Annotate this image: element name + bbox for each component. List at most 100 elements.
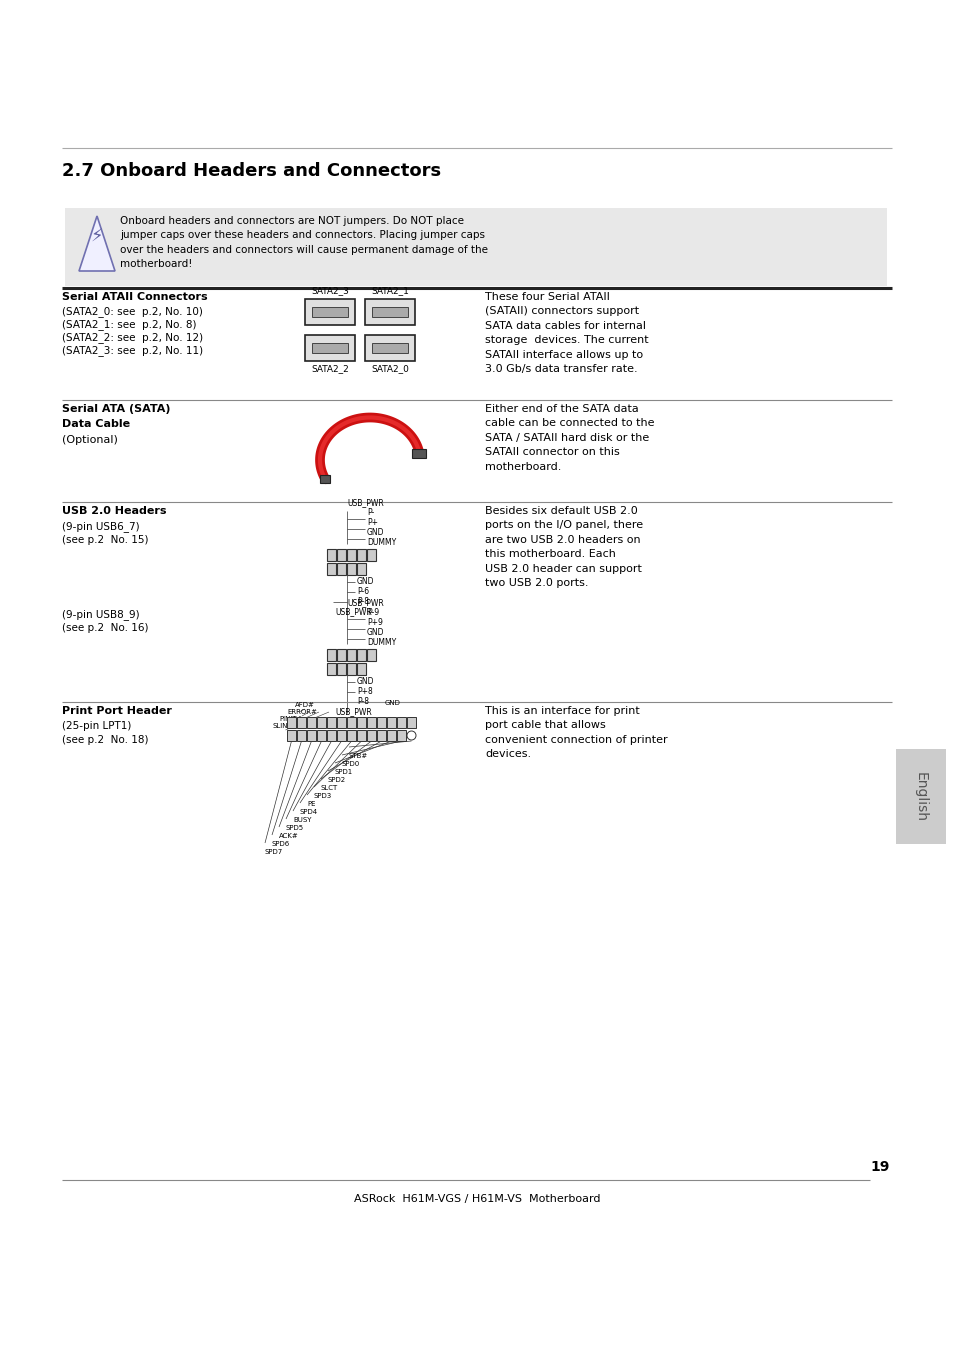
Bar (296, 730, 306, 741)
Text: P+8: P+8 (356, 687, 373, 697)
Bar (367, 730, 375, 741)
Text: USB_PWR: USB_PWR (347, 598, 383, 608)
Bar (347, 663, 355, 675)
Text: GND: GND (356, 676, 375, 686)
Bar (412, 450, 426, 459)
Text: USB_PWR: USB_PWR (335, 608, 372, 616)
Text: (Optional): (Optional) (62, 435, 118, 446)
Text: ACK#: ACK# (278, 833, 298, 838)
Text: GND: GND (385, 701, 400, 706)
Text: English: English (913, 771, 927, 822)
Bar (327, 549, 335, 562)
Bar (356, 563, 366, 575)
Text: (see p.2  No. 15): (see p.2 No. 15) (62, 535, 149, 545)
Bar (320, 475, 330, 483)
Bar (356, 649, 366, 662)
Text: Either end of the SATA data
cable can be connected to the
SATA / SATAII hard dis: Either end of the SATA data cable can be… (484, 404, 654, 471)
Text: GND: GND (367, 528, 384, 537)
Bar (307, 717, 315, 728)
Text: SATA2_2: SATA2_2 (311, 364, 349, 373)
Text: DUMMY: DUMMY (367, 539, 395, 547)
Bar (327, 730, 335, 741)
Bar (336, 563, 346, 575)
Bar (336, 663, 346, 675)
Text: SATA2_0: SATA2_0 (371, 364, 409, 373)
Bar (372, 306, 408, 317)
Bar (367, 549, 375, 562)
Text: Onboard headers and connectors are NOT jumpers. Do NOT place
jumper caps over th: Onboard headers and connectors are NOT j… (120, 216, 488, 269)
Text: This is an interface for print
port cable that allows
convenient connection of p: This is an interface for print port cabl… (484, 706, 667, 759)
Bar (367, 649, 375, 662)
Bar (312, 306, 348, 317)
Text: DUMMY: DUMMY (367, 639, 395, 647)
Text: ASRock  H61M-VGS / H61M-VS  Motherboard: ASRock H61M-VGS / H61M-VS Motherboard (354, 1193, 599, 1204)
Text: ⚡: ⚡ (91, 228, 103, 246)
Bar (296, 717, 306, 728)
Bar (387, 717, 395, 728)
Text: P-9: P-9 (367, 608, 378, 617)
Text: (see p.2  No. 18): (see p.2 No. 18) (62, 734, 149, 745)
Bar (387, 730, 395, 741)
Bar (396, 717, 406, 728)
Text: P-8: P-8 (356, 597, 369, 606)
Bar (347, 730, 355, 741)
Bar (305, 298, 355, 325)
Text: P-6: P-6 (356, 587, 369, 595)
Bar (327, 649, 335, 662)
Bar (365, 298, 415, 325)
Text: SPD6: SPD6 (272, 841, 290, 846)
Bar (356, 663, 366, 675)
Text: P+9: P+9 (367, 618, 382, 626)
Text: (25-pin LPT1): (25-pin LPT1) (62, 721, 132, 730)
Text: Serial ATA (SATA): Serial ATA (SATA) (62, 404, 171, 414)
Bar (376, 717, 386, 728)
Text: PINIT#: PINIT# (278, 716, 302, 722)
Text: SPD3: SPD3 (314, 792, 332, 799)
Circle shape (407, 730, 416, 740)
Bar (376, 730, 386, 741)
Bar (336, 717, 346, 728)
Bar (287, 730, 295, 741)
Text: 19: 19 (870, 1160, 889, 1174)
Text: (SATA2_2: see  p.2, No. 12): (SATA2_2: see p.2, No. 12) (62, 332, 203, 343)
Text: (9-pin USB8_9): (9-pin USB8_9) (62, 609, 139, 620)
Bar (347, 649, 355, 662)
Text: SATA2_3: SATA2_3 (311, 286, 349, 296)
Text: USB_PWR: USB_PWR (347, 498, 383, 508)
Bar (65, 208, 886, 286)
Bar (312, 343, 348, 354)
Bar (316, 730, 326, 741)
Text: SATA2_1: SATA2_1 (371, 286, 409, 296)
Text: SPD4: SPD4 (299, 809, 317, 815)
Text: P-: P- (367, 508, 374, 517)
Bar (327, 717, 335, 728)
Text: SPD2: SPD2 (328, 778, 346, 783)
Bar (327, 663, 335, 675)
Text: SPD1: SPD1 (335, 769, 353, 775)
Bar (305, 335, 355, 360)
Text: P-8: P-8 (356, 697, 369, 706)
Text: Data Cable: Data Cable (62, 418, 130, 429)
Bar (316, 717, 326, 728)
Bar (367, 717, 375, 728)
Text: SPD5: SPD5 (286, 825, 304, 832)
Text: Serial ATAII Connectors: Serial ATAII Connectors (62, 292, 208, 302)
Bar (347, 563, 355, 575)
Bar (372, 343, 408, 354)
Bar (336, 649, 346, 662)
Text: (SATA2_1: see  p.2, No. 8): (SATA2_1: see p.2, No. 8) (62, 319, 196, 329)
Text: ERROR#: ERROR# (287, 709, 316, 716)
Bar (307, 730, 315, 741)
Bar (347, 549, 355, 562)
Text: SPD0: SPD0 (341, 761, 360, 767)
Bar (336, 730, 346, 741)
Bar (287, 717, 295, 728)
Text: P+: P+ (367, 518, 377, 526)
Text: Besides six default USB 2.0
ports on the I/O panel, there
are two USB 2.0 header: Besides six default USB 2.0 ports on the… (484, 506, 642, 589)
Bar (407, 717, 416, 728)
Text: These four Serial ATAII
(SATAII) connectors support
SATA data cables for interna: These four Serial ATAII (SATAII) connect… (484, 292, 648, 374)
Bar (356, 717, 366, 728)
Text: GND: GND (356, 576, 375, 586)
Text: (see p.2  No. 16): (see p.2 No. 16) (62, 622, 149, 633)
Bar (327, 563, 335, 575)
